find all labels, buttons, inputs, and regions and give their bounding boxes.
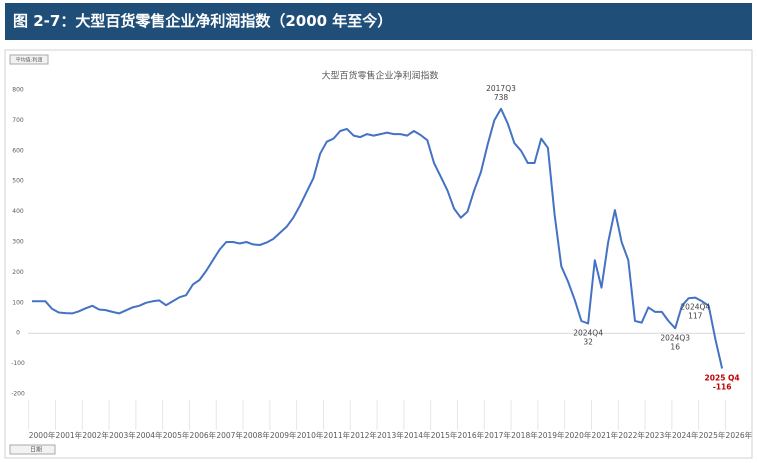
point-label: 2025 Q4 — [705, 373, 740, 382]
point-label: 2017Q3 — [486, 84, 516, 93]
point-label: 2024Q4 — [573, 328, 603, 337]
x-group-label: 2014年 — [404, 430, 431, 440]
y-tick-label: 200 — [12, 269, 24, 276]
value-label: 32 — [583, 337, 593, 346]
x-group-label: 2021年 — [592, 430, 619, 440]
y-tick-label: 100 — [12, 299, 24, 306]
point-label: 2024Q3 — [660, 333, 690, 342]
line-series — [32, 107, 724, 369]
x-group-label: 2024年 — [672, 430, 699, 440]
x-group-label: 2022年 — [618, 430, 645, 440]
x-group-label: 2001年 — [56, 430, 83, 440]
x-group-label: 2000年 — [29, 430, 56, 440]
value-label: 117 — [688, 312, 703, 321]
y-tick-label: 500 — [12, 178, 24, 185]
y-tick-label: 700 — [12, 117, 24, 124]
x-group-label: 2004年 — [136, 430, 163, 440]
x-group-label: 2025年 — [699, 430, 726, 440]
x-group-label: 2012年 — [350, 430, 377, 440]
chart-frame — [4, 49, 753, 459]
x-group-label: 2013年 — [377, 430, 404, 440]
x-group-label: 2006年 — [190, 430, 217, 440]
value-label: 16 — [670, 342, 680, 351]
y-tick-label: 0 — [16, 330, 20, 337]
y-tick-label: 600 — [12, 147, 24, 154]
x-group-label: 2005年 — [163, 430, 190, 440]
y-tick-label: 400 — [12, 208, 24, 215]
x-group-label: 2018年 — [511, 430, 538, 440]
chart-title: 大型百货零售企业净利润指数 — [321, 70, 438, 82]
y-tick-label: -100 — [11, 360, 25, 367]
x-group-label: 2003年 — [109, 430, 136, 440]
x-group-label: 2009年 — [270, 430, 297, 440]
x-group-label: 2019年 — [538, 430, 565, 440]
x-group-label: 2011年 — [324, 430, 351, 440]
x-group-label: 2007年 — [216, 430, 243, 440]
x-group-label: 2026年 — [726, 430, 753, 440]
filter-button[interactable] — [9, 54, 49, 65]
y-tick-label: 300 — [12, 239, 24, 246]
x-group-label: 2002年 — [82, 430, 109, 440]
x-group-label: 2020年 — [565, 430, 592, 440]
value-label: 738 — [494, 93, 509, 102]
y-tick-label: 800 — [12, 87, 24, 94]
filter-button-label[interactable]: 平均值:利润 — [16, 57, 43, 64]
date-control-label[interactable]: 日期 — [30, 446, 42, 454]
x-group-label: 2017年 — [484, 430, 511, 440]
x-group-label: 2015年 — [431, 430, 458, 440]
header-title: 图 2-7：大型百货零售企业净利润指数（2000 年至今） — [5, 3, 752, 40]
x-group-label: 2016年 — [458, 430, 485, 440]
value-label: -116 — [713, 382, 732, 391]
x-group-label: 2008年 — [243, 430, 270, 440]
date-control[interactable] — [9, 444, 56, 455]
x-group-label: 2010年 — [297, 430, 324, 440]
x-group-label: 2023年 — [645, 430, 672, 440]
y-tick-label: -200 — [11, 391, 25, 398]
point-label: 2024Q4 — [680, 303, 710, 312]
